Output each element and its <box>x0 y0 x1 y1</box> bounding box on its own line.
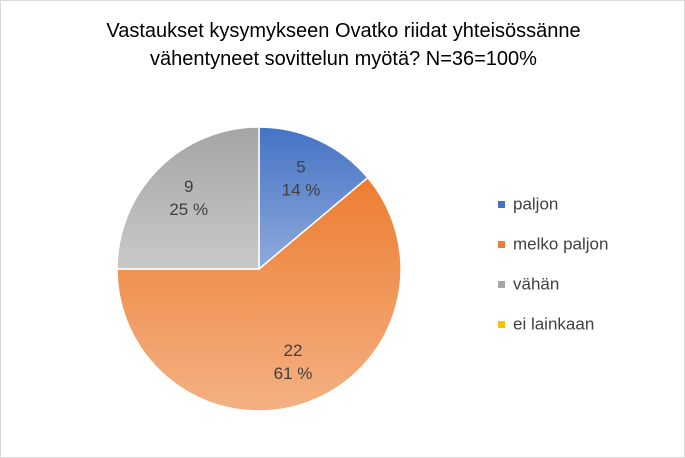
pie-slice <box>116 176 402 412</box>
pie-slice <box>258 126 369 271</box>
legend-label: ei lainkaan <box>513 314 594 333</box>
legend-swatch <box>498 281 505 288</box>
data-label: 5 <box>296 157 305 176</box>
chart-title: Vastaukset kysymykseen Ovatko riidat yht… <box>106 20 581 70</box>
legend-swatch <box>498 321 505 328</box>
legend-label: vähän <box>513 274 559 293</box>
legend-swatch <box>498 241 505 248</box>
percent-label: 14 % <box>282 180 321 199</box>
percent-label: 25 % <box>169 200 208 219</box>
data-label: 9 <box>184 177 193 196</box>
legend-label: melko paljon <box>513 234 608 253</box>
legend-label: paljon <box>513 194 558 213</box>
percent-label: 61 % <box>274 364 313 383</box>
pie-slice <box>116 126 260 270</box>
legend-swatch <box>498 201 505 208</box>
data-label: 22 <box>284 341 303 360</box>
